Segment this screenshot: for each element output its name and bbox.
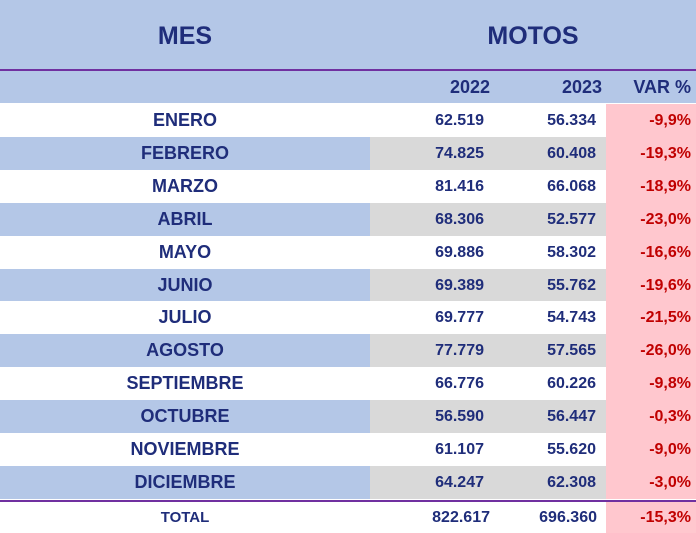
mes-header: MES [157, 22, 213, 50]
table-row: ABRIL 68.306 52.577 -23,0% [0, 202, 696, 236]
month-cell: SEPTIEMBRE [126, 373, 244, 394]
values-cell: 56.590 56.447 [370, 400, 606, 434]
table-row: FEBRERO 74.825 60.408 -19,3% [0, 136, 696, 170]
value-2022: 64.247 [435, 473, 484, 491]
values-cell: 69.777 54.743 [370, 301, 606, 335]
values-cell: 66.776 60.226 [370, 367, 606, 401]
month-cell: MAYO [158, 241, 212, 262]
value-2023: 58.302 [547, 243, 596, 261]
total-label: TOTAL [160, 509, 210, 526]
var-cell: -9,9% [606, 104, 696, 137]
values-cell: 62.519 56.334 [370, 104, 606, 137]
table-row: OCTUBRE 56.590 56.447 -0,3% [0, 400, 696, 434]
value-2022: 69.777 [435, 309, 484, 327]
value-2022: 77.779 [435, 342, 484, 360]
value-2022: 62.519 [435, 112, 484, 129]
table-row: ENERO 62.519 56.334 -9,9% [0, 104, 696, 137]
value-2023: 56.334 [547, 112, 596, 129]
values-cell: 69.389 55.762 [370, 268, 606, 302]
value-2023: 66.068 [547, 177, 596, 195]
month-cell: OCTUBRE [140, 406, 230, 427]
table-row: MAYO 69.886 58.302 -16,6% [0, 235, 696, 269]
var-cell: -21,5% [606, 301, 696, 335]
month-cell: ENERO [152, 110, 217, 130]
values-cell: 69.886 58.302 [370, 235, 606, 269]
month-cell: NOVIEMBRE [130, 439, 240, 459]
month-cell: AGOSTO [146, 340, 224, 361]
value-2023: 56.447 [547, 408, 596, 426]
value-2022: 81.416 [435, 177, 484, 195]
var-cell: -0,3% [606, 400, 696, 434]
motos-header: MOTOS [487, 22, 579, 50]
values-cell: 61.107 55.620 [370, 433, 606, 466]
var-cell: -3,0% [606, 465, 696, 499]
month-cell: JUNIO [157, 274, 213, 295]
var-cell: -18,9% [606, 169, 696, 203]
header-divider [0, 69, 696, 71]
month-cell: JULIO [158, 307, 212, 328]
value-2022: 69.389 [435, 276, 484, 294]
table-row: DICIEMBRE 64.247 62.308 -3,0% [0, 465, 696, 499]
value-2022: 66.776 [435, 375, 484, 393]
month-cell: MARZO [152, 175, 218, 196]
month-cell: DICIEMBRE [134, 471, 236, 492]
total-2023: 696.360 [539, 509, 597, 526]
month-cell: FEBRERO [140, 142, 229, 163]
value-2023: 57.565 [547, 342, 596, 360]
table-row: MARZO 81.416 66.068 -18,9% [0, 169, 696, 203]
table-row: JUNIO 69.389 55.762 -19,6% [0, 268, 696, 302]
values-cell: 68.306 52.577 [370, 202, 606, 236]
value-2023: 60.408 [547, 144, 596, 162]
value-2022: 74.825 [435, 144, 484, 162]
table-row: JULIO 69.777 54.743 -21,5% [0, 301, 696, 335]
var-cell: -23,0% [606, 202, 696, 236]
year-2023-header: 2023 [561, 77, 602, 97]
table-row: AGOSTO 77.779 57.565 -26,0% [0, 334, 696, 368]
year-2022-header: 2022 [449, 77, 490, 97]
subheader-row: 2022 2023 VAR % [0, 71, 696, 103]
var-cell: -19,3% [606, 136, 696, 170]
var-cell: -16,6% [606, 235, 696, 269]
values-cell: 64.247 62.308 [370, 465, 606, 499]
value-2022: 56.590 [435, 408, 484, 426]
value-2022: 61.107 [435, 441, 484, 458]
total-row: TOTAL 822.617 696.360 -15,3% [0, 502, 696, 533]
value-2022: 68.306 [435, 210, 484, 228]
total-2022: 822.617 [432, 509, 490, 526]
var-cell: -19,6% [606, 268, 696, 302]
value-2022: 69.886 [435, 243, 484, 261]
values-cell: 77.779 57.565 [370, 334, 606, 368]
values-cell: 81.416 66.068 [370, 169, 606, 203]
var-header: VAR % [633, 77, 691, 97]
value-2023: 55.762 [547, 276, 596, 294]
value-2023: 60.226 [547, 375, 596, 393]
value-2023: 54.743 [547, 309, 596, 327]
values-cell: 74.825 60.408 [370, 136, 606, 170]
table-row: SEPTIEMBRE 66.776 60.226 -9,8% [0, 367, 696, 401]
total-divider [0, 500, 696, 502]
var-cell: -9,8% [606, 367, 696, 401]
value-2023: 62.308 [547, 473, 596, 491]
value-2023: 55.620 [547, 441, 596, 458]
total-var: -15,3% [606, 502, 696, 533]
table-header: MES MOTOS [0, 0, 696, 69]
var-cell: -9,0% [606, 433, 696, 466]
table-row: NOVIEMBRE 61.107 55.620 -9,0% [0, 433, 696, 466]
value-2023: 52.577 [547, 210, 596, 228]
var-cell: -26,0% [606, 334, 696, 368]
month-cell: ABRIL [157, 208, 213, 229]
